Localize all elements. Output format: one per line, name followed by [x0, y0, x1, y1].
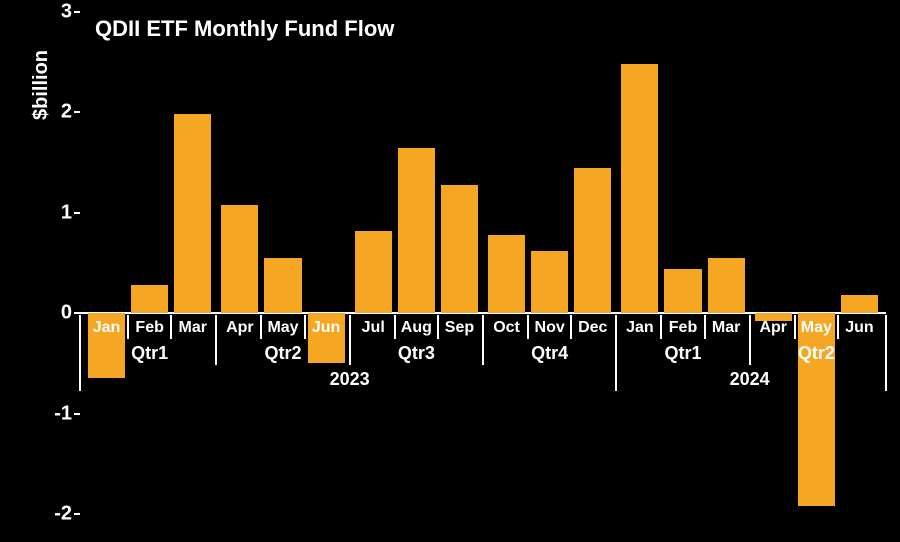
month-label: Dec — [578, 319, 607, 337]
quarter-label: Qtr1 — [664, 343, 701, 364]
month-label: Apr — [759, 319, 787, 337]
month-label: May — [801, 319, 832, 337]
y-tick-mark — [74, 212, 80, 214]
quarter-label: Qtr1 — [131, 343, 168, 364]
bar — [264, 258, 301, 313]
y-tick-mark — [74, 413, 80, 415]
month-sep — [837, 315, 839, 339]
y-tick-label: 3 — [52, 1, 72, 24]
month-sep — [170, 315, 172, 339]
year-sep — [615, 315, 617, 391]
month-label: Jan — [626, 319, 654, 337]
chart-container: QDII ETF Monthly Fund Flow $billion -2 -1 0 1… — [0, 0, 900, 542]
month-label: Aug — [401, 319, 432, 337]
month-label: Nov — [535, 319, 565, 337]
month-sep — [660, 315, 662, 339]
bar — [174, 114, 211, 313]
bar — [355, 231, 392, 313]
y-tick-label: 2 — [52, 101, 72, 124]
y-tick-mark — [74, 111, 80, 113]
quarter-sep — [215, 315, 217, 365]
month-label: Feb — [135, 319, 163, 337]
year-label: 2023 — [330, 369, 370, 390]
month-sep — [127, 315, 129, 339]
month-sep — [304, 315, 306, 339]
month-label: May — [267, 319, 298, 337]
y-tick-label: 1 — [52, 201, 72, 224]
month-label: Mar — [712, 319, 740, 337]
quarter-sep — [349, 315, 351, 365]
bar — [441, 185, 478, 314]
bar — [488, 235, 525, 313]
month-sep — [437, 315, 439, 339]
quarter-label: Qtr3 — [398, 343, 435, 364]
year-label: 2024 — [730, 369, 770, 390]
quarter-label: Qtr2 — [264, 343, 301, 364]
bar — [131, 285, 168, 313]
bar — [574, 168, 611, 314]
month-label: Jan — [93, 319, 121, 337]
axis-sep-left — [79, 315, 81, 391]
y-tick-label: -1 — [52, 402, 72, 425]
month-label: Apr — [226, 319, 254, 337]
month-label: Feb — [669, 319, 697, 337]
month-label: Jun — [845, 319, 873, 337]
month-label: Mar — [179, 319, 207, 337]
month-label: Oct — [493, 319, 520, 337]
y-tick-label: 0 — [52, 302, 72, 325]
month-sep — [527, 315, 529, 339]
bar — [708, 258, 745, 313]
y-tick-label: -2 — [52, 503, 72, 526]
y-axis-label: $billion — [30, 50, 53, 120]
month-sep — [394, 315, 396, 339]
bar — [531, 251, 568, 313]
month-sep — [794, 315, 796, 339]
quarter-sep — [749, 315, 751, 365]
month-sep — [704, 315, 706, 339]
month-label: Sep — [445, 319, 474, 337]
y-tick-mark — [74, 513, 80, 515]
bar — [841, 295, 878, 313]
bar — [398, 148, 435, 314]
bar — [664, 269, 701, 313]
month-label: Jul — [362, 319, 385, 337]
quarter-sep — [482, 315, 484, 365]
bar — [798, 313, 835, 506]
month-label: Jun — [312, 319, 340, 337]
month-sep — [570, 315, 572, 339]
bar — [621, 64, 658, 313]
quarter-label: Qtr2 — [798, 343, 835, 364]
bar — [221, 205, 258, 313]
y-tick-mark — [74, 11, 80, 13]
chart-title: QDII ETF Monthly Fund Flow — [95, 16, 394, 42]
quarter-label: Qtr4 — [531, 343, 568, 364]
month-sep — [260, 315, 262, 339]
right-axis-segment — [885, 315, 887, 391]
